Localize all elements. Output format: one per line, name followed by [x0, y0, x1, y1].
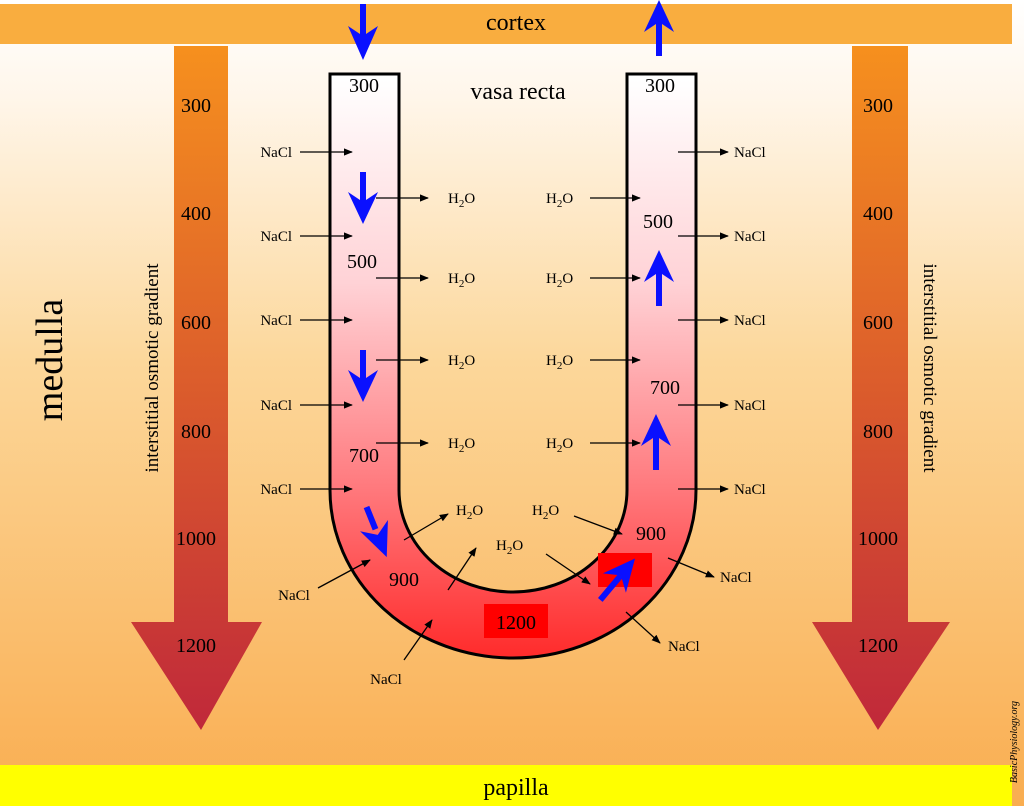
- nacl-label: NaCl: [720, 570, 752, 586]
- nacl-label: NaCl: [734, 145, 766, 161]
- ascending-flow-arrows: [597, 0, 674, 602]
- right-scale-300: 300: [863, 95, 893, 117]
- nacl-label: NaCl: [260, 313, 292, 329]
- flow-arrow-cortex-in: [348, 4, 378, 60]
- water-efflux-descending: [376, 194, 477, 591]
- left-scale-1000: 1000: [176, 528, 216, 550]
- nacl-label: NaCl: [260, 482, 292, 498]
- water-label: H2O: [532, 503, 559, 522]
- nacl-labels-right: NaCl NaCl NaCl NaCl NaCl NaCl NaCl: [668, 145, 766, 655]
- water-label: H2O: [546, 271, 573, 290]
- left-gradient-scale: 300 400 600 800 1000 1200: [176, 95, 216, 657]
- nacl-label: NaCl: [278, 588, 310, 604]
- cortex-label: cortex: [486, 10, 546, 36]
- flow-arrow-cortex-out: [644, 0, 674, 56]
- descending-flow-arrows: [348, 4, 388, 558]
- vasa-recta-vessel: [328, 72, 698, 660]
- water-label: H2O: [448, 271, 475, 290]
- nacl-label: NaCl: [668, 639, 700, 655]
- left-scale-400: 400: [181, 203, 211, 225]
- right-scale-1000: 1000: [858, 528, 898, 550]
- medulla-label: medulla: [29, 299, 71, 422]
- nacl-label: NaCl: [734, 313, 766, 329]
- water-label: H2O: [448, 436, 475, 455]
- nacl-labels-left: NaCl NaCl NaCl NaCl NaCl NaCl NaCl: [260, 145, 402, 688]
- nacl-label: NaCl: [260, 229, 292, 245]
- highlight-box-bottom: [484, 604, 548, 638]
- water-label: H2O: [546, 353, 573, 372]
- flow-arrow-asc-1: [644, 250, 674, 306]
- asc-value-900: 900: [636, 523, 666, 545]
- left-gradient-arrow: [131, 46, 262, 730]
- right-scale-600: 600: [863, 312, 893, 334]
- gradient-label-right: interstitial osmotic gradient: [919, 264, 940, 474]
- water-labels: H2O H2O H2O H2O H2O H2O H2O H2O H2O H2O …: [448, 191, 573, 557]
- right-gradient-scale: 300 400 600 800 1000 1200: [858, 95, 898, 657]
- desc-value-300: 300: [349, 75, 379, 97]
- asc-value-300: 300: [645, 75, 675, 97]
- nacl-label: NaCl: [260, 145, 292, 161]
- asc-value-500: 500: [643, 211, 673, 233]
- gradient-label-left: interstitial osmotic gradient: [142, 263, 163, 473]
- water-label: H2O: [456, 503, 483, 522]
- water-label: H2O: [448, 353, 475, 372]
- flow-arrow-desc-3: [360, 505, 388, 558]
- nacl-label: NaCl: [370, 672, 402, 688]
- left-scale-600: 600: [181, 312, 211, 334]
- nacl-label: NaCl: [260, 398, 292, 414]
- water-label: H2O: [496, 538, 523, 557]
- papilla-band: [0, 765, 1012, 806]
- right-gradient-arrow: [812, 46, 950, 730]
- left-scale-300: 300: [181, 95, 211, 117]
- bottom-value-1200: 1200: [496, 612, 536, 634]
- flow-arrow-asc-3: [597, 558, 635, 602]
- water-label: H2O: [448, 191, 475, 210]
- nacl-label: NaCl: [734, 482, 766, 498]
- flow-arrow-asc-2: [641, 414, 671, 470]
- water-influx-ascending: [545, 194, 641, 585]
- right-scale-800: 800: [863, 421, 893, 443]
- watermark: BasicPhysiology.org: [1009, 701, 1020, 783]
- nacl-label: NaCl: [734, 229, 766, 245]
- desc-value-700: 700: [349, 445, 379, 467]
- right-scale-1200: 1200: [858, 635, 898, 657]
- desc-value-500: 500: [347, 251, 377, 273]
- desc-value-900: 900: [389, 569, 419, 591]
- left-scale-1200: 1200: [176, 635, 216, 657]
- papilla-label: papilla: [483, 775, 549, 801]
- flow-arrow-desc-2: [348, 350, 378, 402]
- flow-arrow-desc-1: [348, 172, 378, 224]
- asc-value-700: 700: [650, 377, 680, 399]
- nacl-label: NaCl: [734, 398, 766, 414]
- right-scale-400: 400: [863, 203, 893, 225]
- water-label: H2O: [546, 191, 573, 210]
- nacl-influx-left: [300, 148, 433, 661]
- left-scale-800: 800: [181, 421, 211, 443]
- cortex-band: [0, 4, 1012, 44]
- vasa-recta-label: vasa recta: [470, 79, 566, 105]
- water-label: H2O: [546, 436, 573, 455]
- nacl-efflux-right: [625, 148, 729, 644]
